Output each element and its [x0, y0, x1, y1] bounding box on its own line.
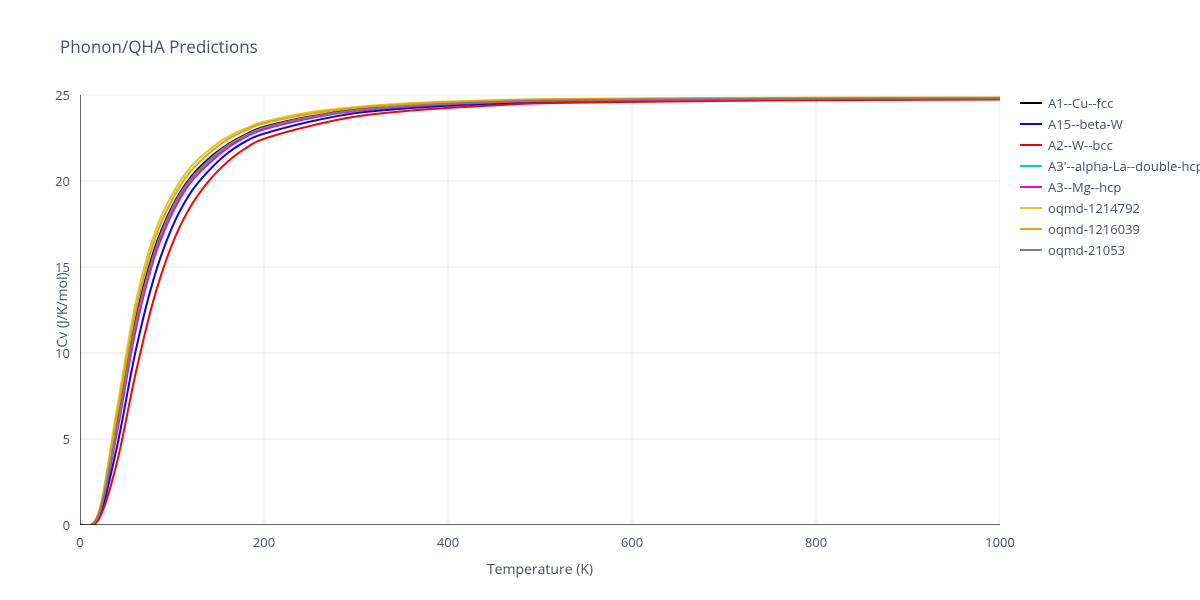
legend-item[interactable]: A15--beta-W — [1020, 113, 1200, 134]
legend-item[interactable]: A3'--alpha-La--double-hcp — [1020, 155, 1200, 176]
legend-label: oqmd-1214792 — [1048, 199, 1140, 217]
y-tick-label: 25 — [55, 86, 70, 104]
x-tick-label: 200 — [253, 533, 275, 551]
legend-item[interactable]: oqmd-21053 — [1020, 239, 1200, 260]
x-axis-label: Temperature (K) — [487, 560, 593, 579]
chart-title: Phonon/QHA Predictions — [60, 35, 258, 58]
chart-plot — [80, 95, 1000, 525]
y-tick-label: 20 — [55, 172, 70, 190]
legend-item[interactable]: A3--Mg--hcp — [1020, 176, 1200, 197]
y-tick-label: 15 — [55, 258, 70, 276]
legend-item[interactable]: oqmd-1216039 — [1020, 218, 1200, 239]
x-tick-label: 1000 — [985, 533, 1015, 551]
y-tick-label: 5 — [63, 430, 70, 448]
x-tick-label: 400 — [437, 533, 459, 551]
legend-label: A3--Mg--hcp — [1048, 178, 1121, 196]
y-tick-label: 0 — [63, 516, 70, 534]
legend-label: A15--beta-W — [1048, 115, 1123, 133]
legend-swatch — [1020, 102, 1042, 104]
legend-item[interactable]: A2--W--bcc — [1020, 134, 1200, 155]
y-axis-label: Cv (J/K/mol) — [53, 272, 72, 347]
legend-item[interactable]: oqmd-1214792 — [1020, 197, 1200, 218]
legend-swatch — [1020, 207, 1042, 209]
legend-label: A1--Cu--fcc — [1048, 94, 1113, 112]
legend-label: A2--W--bcc — [1048, 136, 1113, 154]
legend-swatch — [1020, 123, 1042, 125]
legend-label: oqmd-21053 — [1048, 241, 1125, 259]
series-line — [80, 99, 1000, 525]
legend-swatch — [1020, 228, 1042, 230]
legend-swatch — [1020, 186, 1042, 188]
legend-label: oqmd-1216039 — [1048, 220, 1140, 238]
legend-swatch — [1020, 249, 1042, 251]
x-tick-label: 600 — [621, 533, 643, 551]
series-line — [80, 99, 1000, 525]
legend-item[interactable]: A1--Cu--fcc — [1020, 92, 1200, 113]
x-tick-label: 0 — [76, 533, 83, 551]
y-tick-label: 10 — [55, 344, 70, 362]
legend: A1--Cu--fcc A15--beta-W A2--W--bcc A3'--alp… — [1020, 92, 1200, 260]
x-tick-label: 800 — [805, 533, 827, 551]
legend-label: A3'--alpha-La--double-hcp — [1048, 157, 1200, 175]
legend-swatch — [1020, 144, 1042, 146]
legend-swatch — [1020, 165, 1042, 167]
